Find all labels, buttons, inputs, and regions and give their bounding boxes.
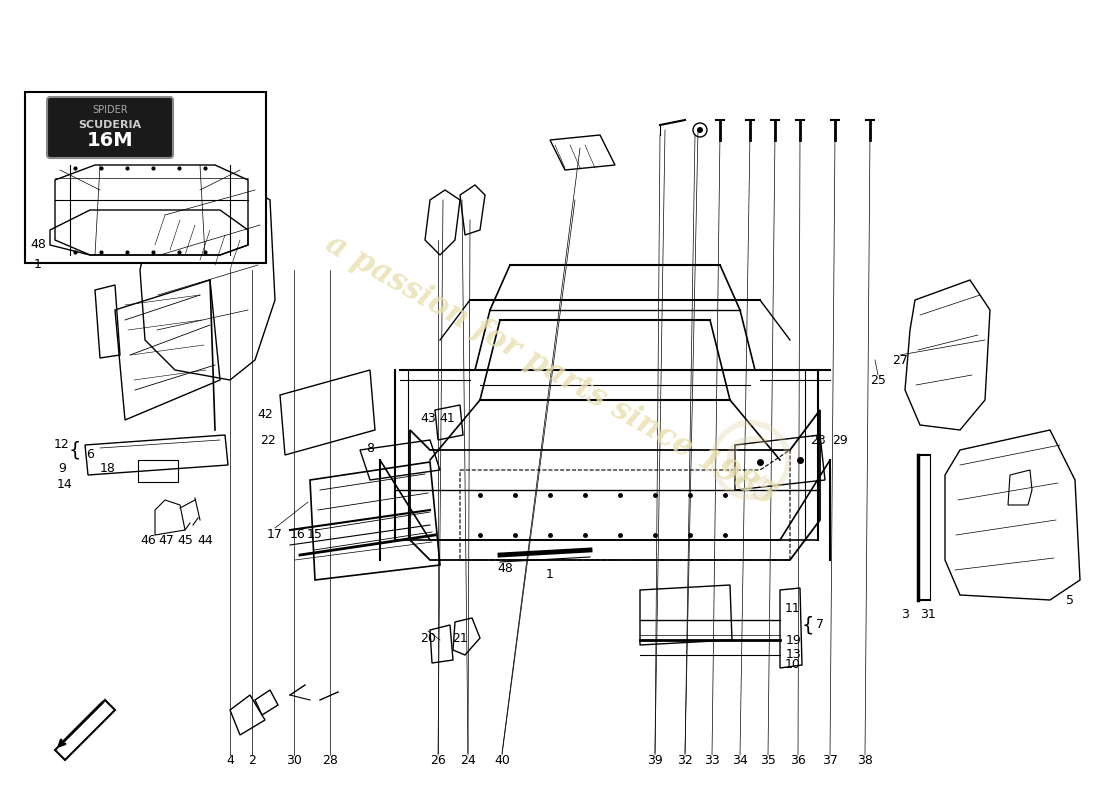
Text: 8: 8: [366, 442, 374, 454]
Text: 46: 46: [140, 534, 156, 546]
Text: 17: 17: [267, 529, 283, 542]
Text: 25: 25: [870, 374, 886, 386]
Text: 16: 16: [290, 529, 306, 542]
Text: 48: 48: [497, 562, 513, 574]
Text: 48: 48: [30, 238, 46, 251]
Text: 11: 11: [785, 602, 801, 614]
Text: 23: 23: [810, 434, 826, 446]
Text: 27: 27: [892, 354, 907, 366]
Text: 2: 2: [249, 754, 256, 766]
Text: 38: 38: [857, 754, 873, 766]
Text: 41: 41: [439, 411, 455, 425]
Text: 42: 42: [257, 409, 273, 422]
Text: 26: 26: [430, 754, 446, 766]
Text: 36: 36: [790, 754, 806, 766]
Text: 40: 40: [494, 754, 510, 766]
Text: 1: 1: [546, 569, 554, 582]
Text: {: {: [69, 441, 81, 459]
Text: {: {: [802, 615, 814, 634]
Text: 12: 12: [54, 438, 70, 451]
Text: 31: 31: [920, 609, 936, 622]
FancyBboxPatch shape: [47, 97, 173, 158]
Text: 34: 34: [733, 754, 748, 766]
Text: 21: 21: [452, 631, 468, 645]
Text: 35: 35: [760, 754, 775, 766]
Text: 10: 10: [785, 658, 801, 671]
Text: 28: 28: [322, 754, 338, 766]
Text: 14: 14: [57, 478, 73, 491]
Text: 39: 39: [647, 754, 663, 766]
Text: 7: 7: [816, 618, 824, 631]
Text: 29: 29: [832, 434, 848, 446]
Text: 22: 22: [260, 434, 276, 446]
Text: 33: 33: [704, 754, 719, 766]
FancyBboxPatch shape: [25, 92, 266, 263]
Text: 4: 4: [227, 754, 234, 766]
Text: 1: 1: [34, 258, 42, 271]
Text: 15: 15: [307, 529, 323, 542]
Text: 37: 37: [822, 754, 838, 766]
Text: SPIDER: SPIDER: [92, 105, 128, 115]
Text: 24: 24: [460, 754, 476, 766]
Text: 3: 3: [901, 609, 909, 622]
Text: 19: 19: [786, 634, 802, 646]
Text: 45: 45: [177, 534, 192, 546]
Circle shape: [697, 127, 703, 133]
Text: 16M: 16M: [87, 131, 133, 150]
Text: 18: 18: [100, 462, 116, 474]
Text: 47: 47: [158, 534, 174, 546]
Text: 32: 32: [678, 754, 693, 766]
Text: 5: 5: [1066, 594, 1074, 606]
Text: 9: 9: [58, 462, 66, 474]
Text: 13: 13: [786, 649, 802, 662]
Text: 44: 44: [197, 534, 213, 546]
Text: ©: ©: [694, 417, 805, 523]
Text: 20: 20: [420, 631, 436, 645]
Text: 43: 43: [420, 411, 436, 425]
Text: 30: 30: [286, 754, 301, 766]
Text: 6: 6: [86, 449, 94, 462]
Text: a passion for parts since 1985: a passion for parts since 1985: [319, 228, 781, 512]
Polygon shape: [55, 700, 116, 760]
Text: SCUDERIA: SCUDERIA: [78, 121, 142, 130]
